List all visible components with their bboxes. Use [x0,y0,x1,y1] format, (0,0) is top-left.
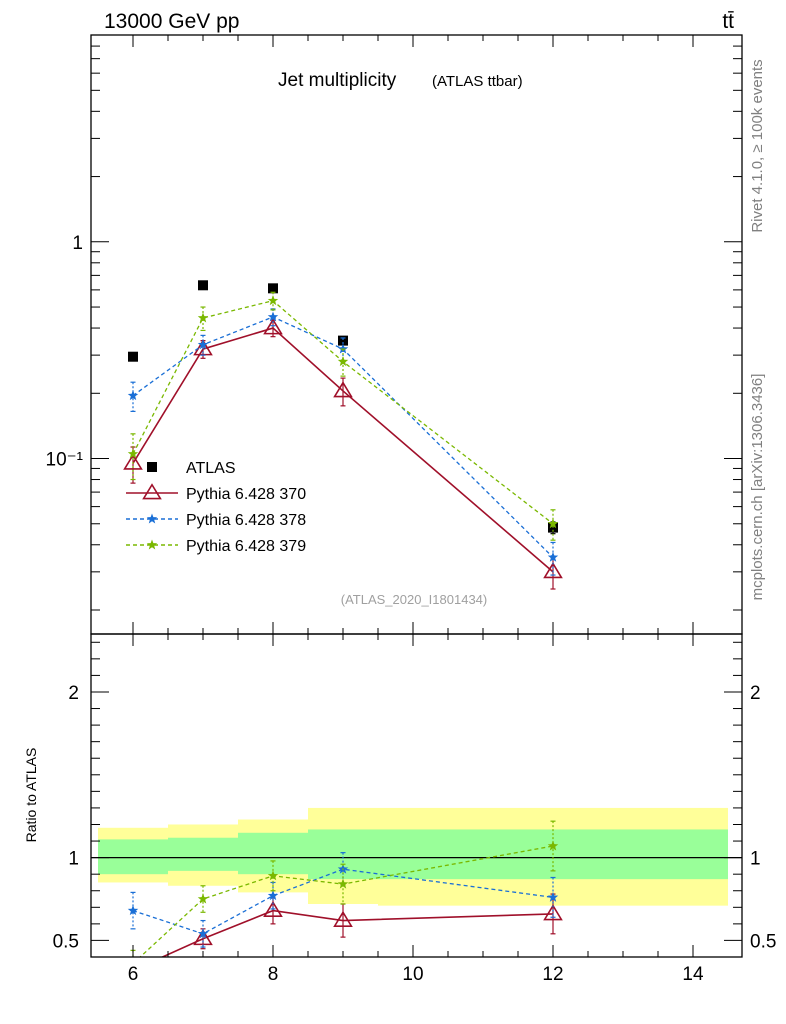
data-point [543,562,563,579]
energy-label: 13000 GeV pp [104,10,239,33]
ratio-series-pythia-6-428-379 [130,820,559,957]
y-tick-label-left: 1 [68,849,79,870]
y-tick-label-left: 0.5 [53,931,79,952]
data-point [263,318,283,335]
ratio-plot-area [91,807,742,957]
data-point [198,280,208,291]
data-point [197,339,209,350]
inner-band [168,837,238,871]
x-tick-label: 10 [402,964,423,985]
data-point [337,356,349,367]
legend-marker-pythia-6-428-370 [142,483,162,500]
data-point [127,448,139,459]
y-tick-label: 10⁻¹ [46,450,84,471]
ratio-point [127,905,139,916]
x-tick-label: 14 [682,964,704,985]
chart-subtitle: (ATLAS ttbar) [432,73,523,90]
ratio-point [543,904,563,921]
ratio-point [193,928,213,946]
inner-band [98,839,168,875]
x-tick-label: 6 [128,964,139,985]
data-point [333,381,353,398]
data-point [268,283,278,294]
ratio-panel: 6 8 10 12 140.5 0.51 12 2 Ratio to ATLAS [23,633,776,985]
data-point [197,312,209,323]
legend-label-pythia-6-428-378: Pythia 6.428 378 [186,512,306,529]
y-tick-label-right: 0.5 [750,931,776,952]
inner-band [238,832,308,875]
legend-marker-atlas [147,462,157,472]
ratio-point [263,900,283,918]
data-point [547,518,559,529]
ratio-point [197,893,209,904]
inner-band [588,829,658,880]
x-tick-label: 12 [542,964,563,985]
data-point [547,551,559,562]
main-plot-area [123,280,563,590]
analysis-label: (ATLAS_2020_I1801434) [341,592,487,607]
mcplots-label: mcplots.cern.ch [arXiv:1306.3436] [749,374,766,601]
chart-title: Jet multiplicity [278,70,397,91]
data-point [338,335,348,346]
x-tick-label: 8 [268,964,279,985]
legend-marker-pythia-6-428-379 [146,539,158,550]
ratio-point [547,840,559,851]
inner-band [658,829,728,880]
series-line [132,327,554,573]
ratio-ylabel: Ratio to ATLAS [23,748,39,843]
legend-marker-pythia-6-428-378 [146,513,158,524]
series-pythia-6-428-379 [127,291,559,541]
legend-label-atlas: ATLAS [186,460,236,477]
ratio-point [267,890,279,901]
y-tick-label-left: 2 [68,683,79,704]
data-point [267,311,279,322]
y-tick-label-right: 2 [750,683,761,704]
ratio-line [132,868,554,935]
ratio-series-pythia-6-428-370 [160,893,563,957]
uncertainty-bands [98,807,728,906]
series-pythia-6-428-378 [127,308,559,576]
y-tick-label-right: 1 [750,849,761,870]
y-tick-label: 1 [72,233,83,254]
process-label: tt̄ [722,10,734,33]
legend-label-pythia-6-428-370: Pythia 6.428 370 [186,486,306,503]
ratio-point [267,870,279,881]
ratio-point [547,891,559,902]
ratio-frame [90,633,743,958]
ratio-point [197,928,209,939]
ratio-point [337,878,349,889]
ratio-point [333,910,353,927]
data-point [128,351,138,362]
data-point [123,453,143,470]
inner-band [448,829,518,880]
data-point [267,295,279,306]
main-panel: Jet multiplicity (ATLAS ttbar) (ATLAS_20… [46,34,743,635]
legend-label-pythia-6-428-379: Pythia 6.428 379 [186,538,306,555]
rivet-label: Rivet 4.1.0, ≥ 100k events [749,59,766,232]
data-point [127,390,139,401]
legend: ATLAS Pythia 6.428 370 Pythia 6.428 378 Pyt… [126,460,306,555]
